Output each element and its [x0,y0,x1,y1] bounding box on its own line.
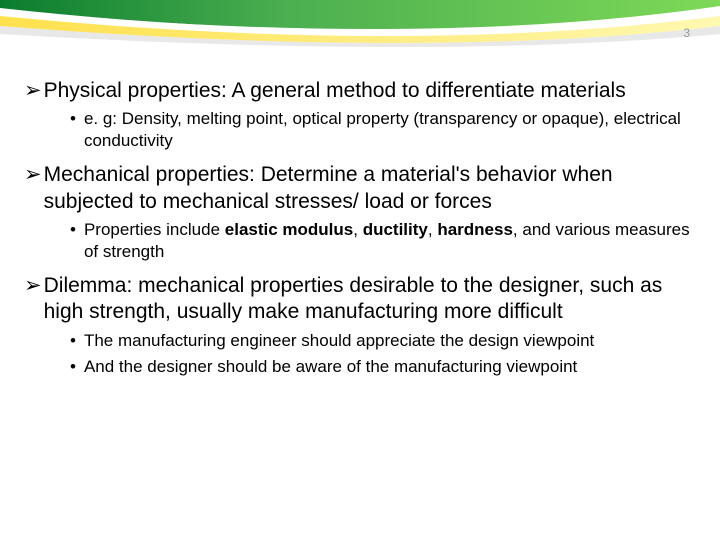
arrow-item: ➢ Physical properties: A general method … [24,78,696,104]
sub-text: The manufacturing engineer should apprec… [84,330,594,352]
text-fragment: Properties include [84,220,225,239]
bold-term: elastic modulus [225,220,353,239]
arrow-text: Physical properties: A general method to… [44,78,626,104]
sub-text: And the designer should be aware of the … [84,356,577,378]
arrow-bullet-icon: ➢ [24,273,42,299]
sub-item: • e. g: Density, melting point, optical … [70,108,696,152]
dot-bullet-icon: • [70,356,76,378]
bold-term: hardness [437,220,513,239]
sub-text: Properties include elastic modulus, duct… [84,219,696,263]
slide-content: ➢ Physical properties: A general method … [24,78,696,388]
dot-bullet-icon: • [70,330,76,352]
arrow-text: Mechanical properties: Determine a mater… [44,162,696,215]
text-fragment: , [428,220,437,239]
page-number: 3 [683,26,690,40]
arrow-bullet-icon: ➢ [24,78,42,104]
section-mechanical: ➢ Mechanical properties: Determine a mat… [24,162,696,263]
bold-term: ductility [363,220,428,239]
arrow-bullet-icon: ➢ [24,162,42,188]
section-dilemma: ➢ Dilemma: mechanical properties desirab… [24,273,696,378]
sub-item: • And the designer should be aware of th… [70,356,696,378]
arrow-text: Dilemma: mechanical properties desirable… [44,273,696,326]
dot-bullet-icon: • [70,219,76,241]
sub-item: • The manufacturing engineer should appr… [70,330,696,352]
arrow-item: ➢ Mechanical properties: Determine a mat… [24,162,696,215]
text-fragment: , [353,220,362,239]
section-physical: ➢ Physical properties: A general method … [24,78,696,152]
sub-item: • Properties include elastic modulus, du… [70,219,696,263]
decorative-banner [0,0,720,60]
dot-bullet-icon: • [70,108,76,130]
sub-text: e. g: Density, melting point, optical pr… [84,108,696,152]
arrow-item: ➢ Dilemma: mechanical properties desirab… [24,273,696,326]
